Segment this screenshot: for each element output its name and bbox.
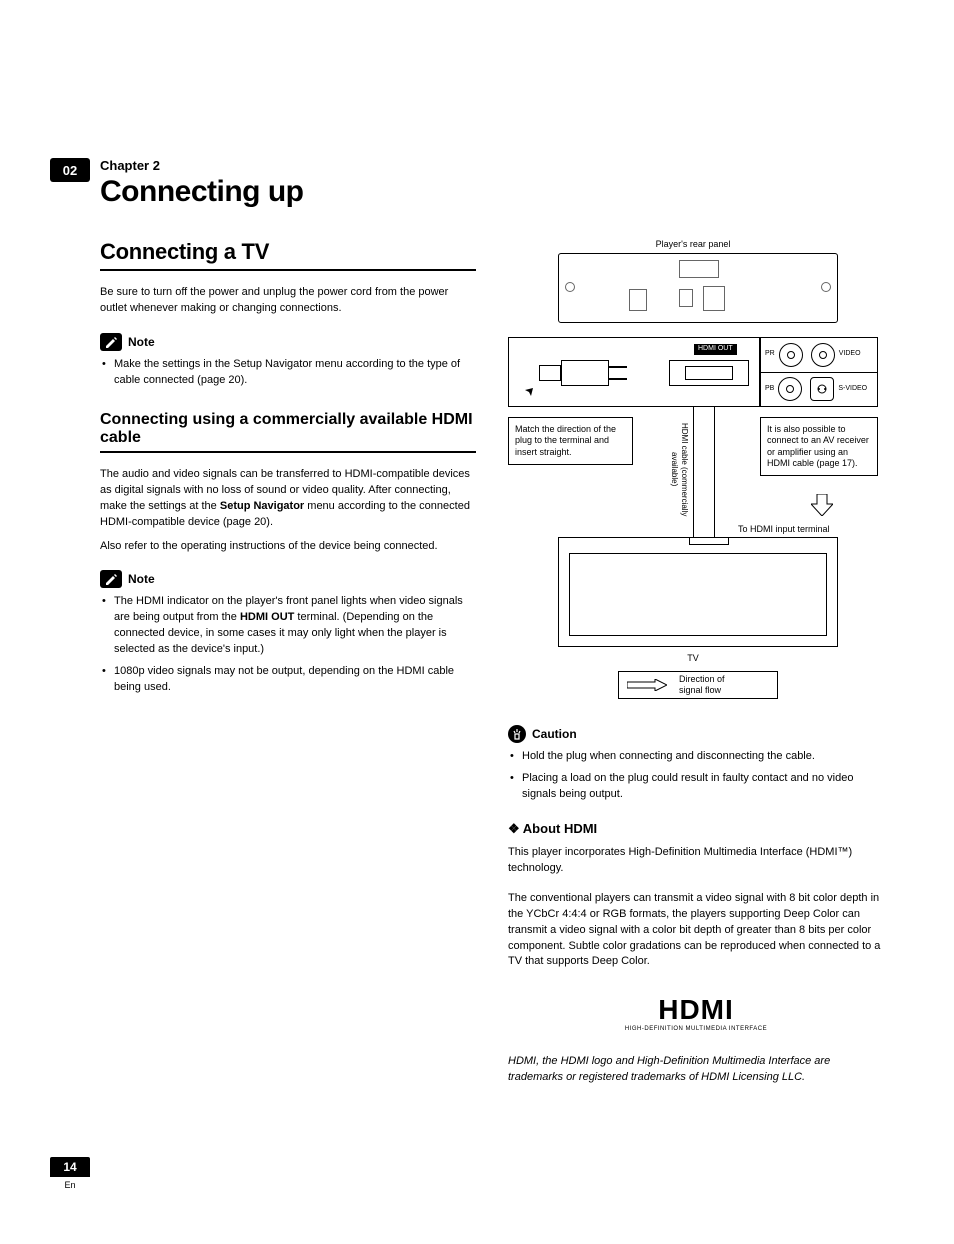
pencil-icon <box>100 333 122 351</box>
arrow-down-icon <box>811 494 833 516</box>
rear-panel-illustration <box>558 253 838 323</box>
tv-illustration <box>558 537 838 647</box>
arrow-right-icon <box>627 679 667 691</box>
caution-label: Caution <box>532 727 577 741</box>
hdmi-port-icon <box>669 360 749 386</box>
bold-span: Setup Navigator <box>220 500 304 512</box>
pr-label: PR <box>765 350 775 359</box>
signal-flow-text: Direction of signal flow <box>679 674 725 696</box>
subsection-heading: Connecting using a commercially availabl… <box>100 411 476 453</box>
intro-paragraph: Be sure to turn off the power and unplug… <box>100 285 476 317</box>
tv-label: TV <box>508 653 878 664</box>
note-item: 1080p video signals may not be output, d… <box>100 664 476 696</box>
note-item: Make the settings in the Setup Navigator… <box>100 357 476 389</box>
hdmi-paragraph2: Also refer to the operating instructions… <box>100 539 476 555</box>
note-header: Note <box>100 570 476 588</box>
note-list: The HDMI indicator on the player's front… <box>100 594 476 696</box>
page-number: 14 <box>50 1157 90 1177</box>
hdmi-plug-icon <box>524 356 609 390</box>
about-hdmi-p1: This player incorporates High-Definition… <box>508 845 884 877</box>
note-list: Make the settings in the Setup Navigator… <box>100 357 476 389</box>
side-jacks-panel: PR VIDEO PB S-VIDEO <box>760 337 878 407</box>
trademark-notice: HDMI, the HDMI logo and High-Definition … <box>508 1054 884 1086</box>
chapter-label: Chapter 2 <box>100 158 884 173</box>
svideo-label: S-VIDEO <box>838 385 867 394</box>
caution-item: Placing a load on the plug could result … <box>508 771 884 803</box>
note-label: Note <box>128 572 155 586</box>
connection-diagram: Player's rear panel HDMI OUT <box>508 239 878 709</box>
hdmi-logo: HDMI HIGH-DEFINITION MULTIMEDIA INTERFAC… <box>508 994 884 1032</box>
chapter-title: Connecting up <box>100 175 884 209</box>
two-column-layout: Connecting a TV Be sure to turn off the … <box>100 239 884 1086</box>
hdmi-logo-subtext: HIGH-DEFINITION MULTIMEDIA INTERFACE <box>508 1026 884 1032</box>
hdmi-logo-text: HDMI <box>508 994 884 1026</box>
left-column: Connecting a TV Be sure to turn off the … <box>100 239 476 1086</box>
about-hdmi-heading: About HDMI <box>508 821 884 837</box>
match-direction-callout: Match the direction of the plug to the t… <box>508 417 633 465</box>
language-label: En <box>50 1180 90 1190</box>
section-heading: Connecting a TV <box>100 239 476 271</box>
side-tab: 02 <box>50 158 90 182</box>
caution-item: Hold the plug when connecting and discon… <box>508 749 884 765</box>
hdmi-closeup: HDMI OUT <box>508 337 760 407</box>
av-receiver-callout: It is also possible to connect to an AV … <box>760 417 878 476</box>
hdmi-cable-label: HDMI cable (commercially available) <box>673 417 685 522</box>
video-label: VIDEO <box>839 350 861 359</box>
note-item: The HDMI indicator on the player's front… <box>100 594 476 658</box>
caution-header: Caution <box>508 725 884 743</box>
arrow-icon <box>511 388 533 404</box>
caution-list: Hold the plug when connecting and discon… <box>508 749 884 803</box>
right-column: Player's rear panel HDMI OUT <box>508 239 884 1086</box>
bold-span: HDMI OUT <box>240 611 294 623</box>
hdmi-out-label: HDMI OUT <box>694 344 737 355</box>
caution-icon <box>508 725 526 743</box>
signal-flow-legend: Direction of signal flow <box>618 671 778 699</box>
pencil-icon <box>100 570 122 588</box>
note-header: Note <box>100 333 476 351</box>
hdmi-paragraph1: The audio and video signals can be trans… <box>100 467 476 531</box>
note-label: Note <box>128 335 155 349</box>
page-content: Chapter 2 Connecting up Connecting a TV … <box>100 158 884 1086</box>
page-footer: 14 En <box>50 1157 90 1190</box>
to-hdmi-label: To HDMI input terminal <box>738 524 878 535</box>
about-hdmi-p2: The conventional players can transmit a … <box>508 891 884 971</box>
pb-label: PB <box>765 385 774 394</box>
hdmi-cable-line <box>693 407 715 537</box>
rear-panel-label: Player's rear panel <box>508 239 878 250</box>
